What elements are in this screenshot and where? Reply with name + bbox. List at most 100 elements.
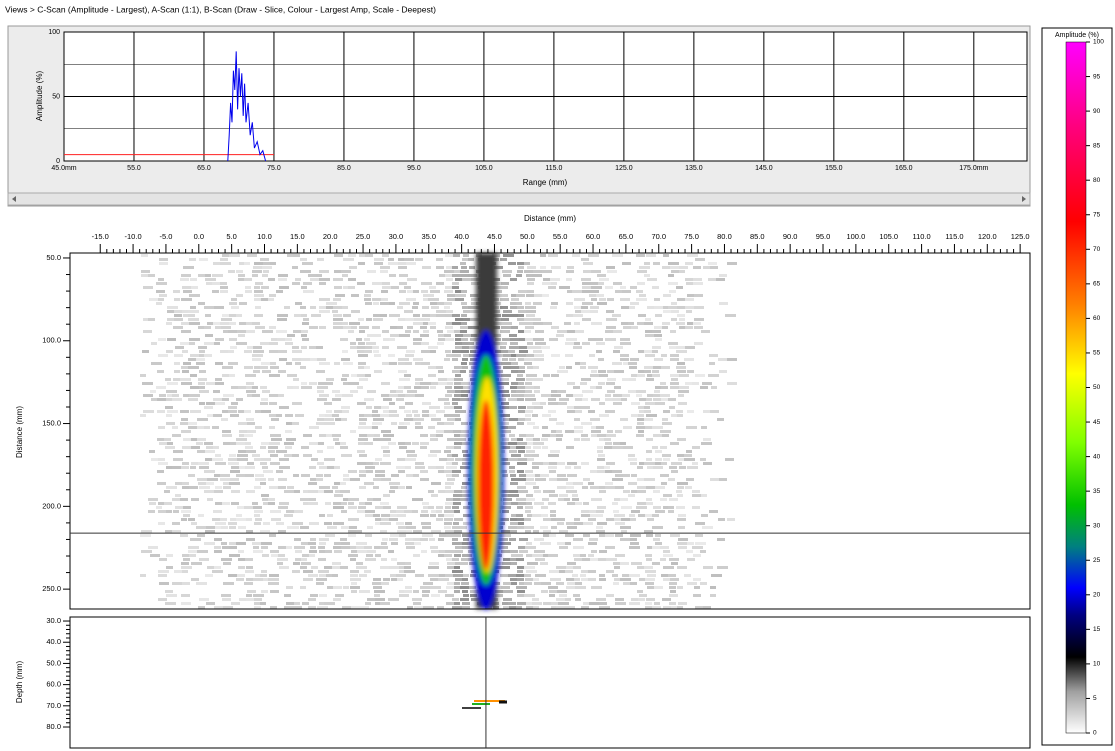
speckle [335, 418, 344, 421]
speckle [574, 322, 580, 325]
speckle [438, 382, 448, 385]
speckle [445, 286, 453, 289]
speckle [399, 378, 410, 381]
speckle [421, 290, 428, 293]
speckle [645, 330, 652, 333]
speckle [188, 310, 199, 313]
speckle [293, 474, 299, 477]
speckle [518, 418, 526, 421]
speckle [228, 574, 237, 577]
speckle [399, 274, 408, 277]
speckle [534, 386, 540, 389]
speckle [551, 374, 559, 377]
speckle [661, 354, 667, 357]
speckle [348, 254, 356, 257]
speckle [261, 442, 272, 445]
speckle [719, 370, 727, 373]
speckle [333, 322, 342, 325]
speckle [413, 590, 419, 593]
speckle [407, 454, 417, 457]
speckle [574, 522, 585, 525]
speckle [652, 562, 660, 565]
speckle [444, 522, 452, 525]
speckle [334, 254, 343, 257]
speckle [143, 410, 154, 413]
speckle [500, 426, 509, 429]
speckle [671, 462, 682, 465]
speckle [591, 270, 601, 273]
speckle [615, 486, 624, 489]
speckle [375, 506, 385, 509]
speckle [694, 318, 704, 321]
speckle [613, 330, 622, 333]
speckle [367, 434, 378, 437]
speckle [150, 554, 160, 557]
speckle [236, 314, 242, 317]
speckle [278, 530, 286, 533]
speckle [581, 606, 589, 609]
speckle [287, 526, 296, 529]
speckle [436, 314, 446, 317]
speckle [653, 366, 664, 369]
speckle [518, 314, 524, 317]
scrollbar[interactable] [7, 192, 1031, 206]
speckle [548, 254, 558, 257]
speckle [420, 442, 429, 445]
speckle [575, 310, 586, 313]
speckle [613, 562, 623, 565]
scroll-left[interactable] [12, 196, 16, 202]
speckle [526, 438, 534, 441]
x-tick-label: 55.0 [553, 232, 568, 241]
speckle [365, 290, 373, 293]
speckle [574, 558, 583, 561]
speckle [670, 534, 680, 537]
speckle [574, 466, 581, 469]
speckle [532, 514, 541, 517]
speckle [413, 338, 422, 341]
speckle [678, 602, 687, 605]
speckle [397, 346, 407, 349]
speckle [276, 470, 283, 473]
y-tick-label: 50.0 [46, 658, 61, 667]
speckle [164, 490, 170, 493]
speckle [423, 298, 431, 301]
speckle [575, 586, 586, 589]
speckle [599, 298, 606, 301]
speckle [254, 262, 265, 265]
x-tick-label: 120.0 [978, 232, 997, 241]
scroll-right[interactable] [1022, 196, 1026, 202]
speckle [685, 262, 693, 265]
speckle [182, 350, 188, 353]
speckle [308, 598, 316, 601]
speckle [373, 498, 381, 501]
speckle [405, 542, 416, 545]
speckle [516, 558, 524, 561]
speckle [326, 410, 332, 413]
speckle [247, 462, 254, 465]
speckle [719, 302, 728, 305]
speckle [197, 438, 206, 441]
speckle [405, 362, 412, 365]
x-tick-label: 90.0 [783, 232, 798, 241]
speckle [229, 314, 239, 317]
speckle [269, 394, 278, 397]
speckle [420, 446, 427, 449]
colorbar-tick-label: 90 [1093, 108, 1101, 115]
speckle [349, 266, 357, 269]
speckle [190, 354, 200, 357]
speckle [300, 526, 309, 529]
speckle [165, 602, 176, 605]
speckle [412, 598, 422, 601]
speckle [669, 498, 678, 501]
speckle [191, 438, 197, 441]
speckle [415, 426, 423, 429]
speckle [358, 366, 368, 369]
speckle [615, 290, 623, 293]
speckle [469, 354, 478, 357]
speckle [166, 566, 173, 569]
speckle [292, 422, 299, 425]
speckle [302, 322, 309, 325]
speckle [620, 298, 630, 301]
speckle [222, 430, 231, 433]
